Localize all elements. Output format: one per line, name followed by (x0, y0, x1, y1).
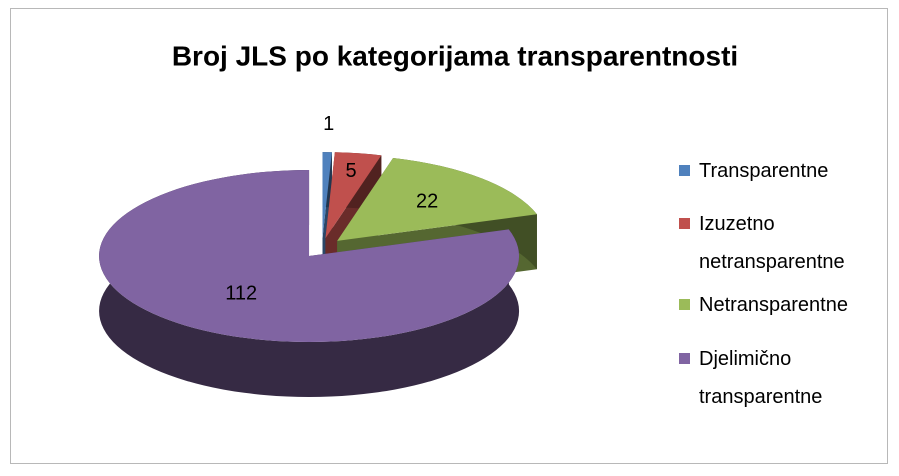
legend-swatch (679, 165, 690, 176)
slice (325, 152, 382, 239)
data-label: 22 (416, 191, 438, 213)
legend-swatch (679, 299, 690, 310)
slice-group (99, 170, 520, 398)
legend-label: Djelimično transparentne (699, 348, 823, 408)
legend-item: Netransparentne (679, 286, 879, 324)
slice (99, 170, 520, 343)
data-label: 5 (346, 160, 357, 182)
chart-frame (10, 8, 888, 464)
legend-swatch (679, 353, 690, 364)
slice (337, 157, 537, 241)
chart-title: Broj JLS po kategorijama transparentnost… (172, 40, 738, 71)
legend-label: Transparentne (699, 160, 829, 182)
legend-label: Izuzetno netransparentne (699, 213, 845, 273)
slice (322, 152, 332, 239)
legend-item: Izuzetno netransparentne (679, 205, 879, 281)
legend-label: Netransparentne (699, 294, 848, 316)
data-label: 1 (323, 113, 334, 135)
legend-swatch (679, 218, 690, 229)
legend-item: Djelimično transparentne (679, 340, 879, 416)
legend-item: Transparentne (679, 152, 879, 190)
data-label: 112 (225, 283, 257, 305)
